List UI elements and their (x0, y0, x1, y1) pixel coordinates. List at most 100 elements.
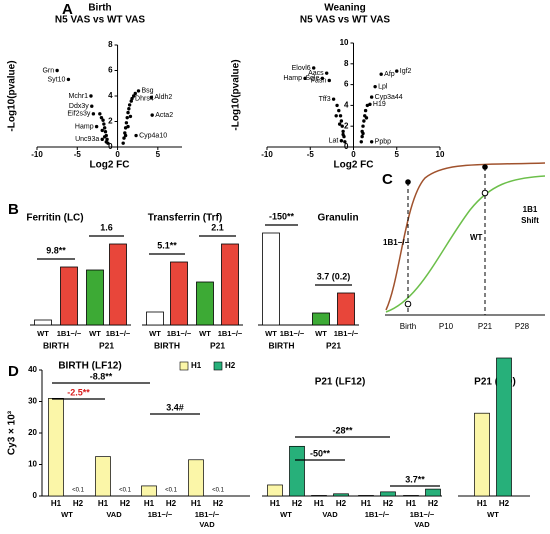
point-label: Unc93a (75, 136, 99, 143)
bar (358, 495, 374, 497)
curve-1b1 (385, 162, 546, 311)
group-label: BIRTH (43, 340, 69, 350)
y-axis-label: Cy3 × 10³ (7, 410, 18, 455)
group-label: P21 (210, 340, 225, 350)
point-label: Cyp3a44 (375, 94, 403, 101)
point (127, 107, 131, 111)
point (331, 97, 336, 101)
annotation: -150** (269, 211, 295, 221)
point (361, 131, 365, 136)
point-label: Lpl (378, 84, 388, 91)
point (339, 139, 344, 143)
bar (34, 319, 52, 326)
y-tick-label: 30 (28, 397, 37, 406)
bar (474, 412, 490, 497)
point (55, 68, 59, 73)
point (395, 69, 399, 73)
point (369, 95, 374, 99)
x-tick-label: WT (37, 329, 49, 338)
point (98, 112, 102, 116)
point (104, 140, 108, 144)
point (312, 66, 316, 70)
bar (380, 491, 396, 497)
bar (221, 243, 239, 326)
chart-title: Transferrin (Trf) (148, 213, 222, 224)
point (324, 71, 329, 75)
point (124, 121, 129, 125)
point (150, 113, 154, 117)
point (89, 94, 93, 98)
y-tick-label: 0 (108, 142, 113, 151)
point (340, 124, 344, 128)
point (361, 124, 365, 128)
point (359, 140, 363, 144)
point (337, 108, 341, 113)
tick-label: P21 (478, 322, 493, 331)
bar (311, 495, 327, 497)
point-label: Ddx3y (69, 103, 89, 110)
y-tick-label: 6 (108, 66, 113, 75)
y-tick-label: 2 (344, 121, 349, 130)
point (127, 103, 132, 107)
panel-label: B (8, 201, 19, 218)
point-label: Eif2s3y (67, 111, 90, 118)
bar (141, 485, 157, 497)
point (320, 76, 325, 81)
point (122, 136, 126, 140)
point-label: Ppbp (375, 139, 391, 146)
legend-swatch (213, 361, 223, 371)
point-label: Mchr1 (69, 93, 89, 100)
point (100, 137, 104, 142)
point (90, 104, 94, 108)
chart-title: P21 (LF12) (315, 377, 366, 388)
series-tick-label: H2 (292, 499, 303, 508)
point (91, 112, 96, 116)
bar (60, 266, 78, 326)
tick-label: P28 (515, 322, 530, 331)
y-tick-label: 6 (344, 80, 349, 89)
point (134, 133, 138, 138)
group-label: BIRTH (154, 340, 180, 350)
y-tick-label: 40 (28, 365, 37, 374)
point (101, 118, 105, 122)
point-label: Aldh2 (154, 94, 172, 101)
point (105, 137, 109, 142)
x-tick-label: WT (265, 329, 277, 338)
group-label: BIRTH (269, 340, 295, 350)
y-tick-label: 4 (108, 91, 113, 100)
point-label: Igf2 (400, 68, 412, 75)
annotation: -50** (310, 448, 331, 458)
chart-title: Birth (88, 3, 111, 14)
y-tick-label: 8 (344, 59, 349, 68)
point (131, 94, 136, 98)
point (338, 114, 343, 118)
tick-label: P10 (439, 322, 454, 331)
point (362, 119, 366, 123)
curve-label: 1B1−/− (383, 238, 410, 247)
bar (312, 312, 330, 326)
point (373, 84, 377, 89)
legend-label: H2 (225, 361, 236, 370)
tick-label: Birth (400, 322, 416, 331)
point-label: Dhrs4 (135, 95, 154, 102)
point (368, 102, 372, 107)
series-tick-label: H2 (499, 499, 510, 508)
bar (403, 495, 419, 497)
y-tick-label: 0 (344, 142, 349, 151)
point (126, 124, 130, 129)
x-tick-label: 1B1−/− (195, 510, 220, 519)
point (136, 89, 141, 93)
chart-title: Weaning (324, 3, 365, 14)
annotation: -8.8** (90, 371, 113, 381)
y-tick-label: 20 (28, 428, 37, 437)
point (121, 141, 125, 145)
value-label: <0.1 (165, 487, 178, 493)
x-tick-label: WT (149, 329, 161, 338)
bar (333, 493, 349, 497)
x-tick-label: WT (315, 329, 327, 338)
annotation: -28** (332, 425, 353, 435)
bar (267, 484, 283, 497)
x-axis-label: Log2 FC (334, 160, 374, 171)
point (94, 124, 99, 129)
